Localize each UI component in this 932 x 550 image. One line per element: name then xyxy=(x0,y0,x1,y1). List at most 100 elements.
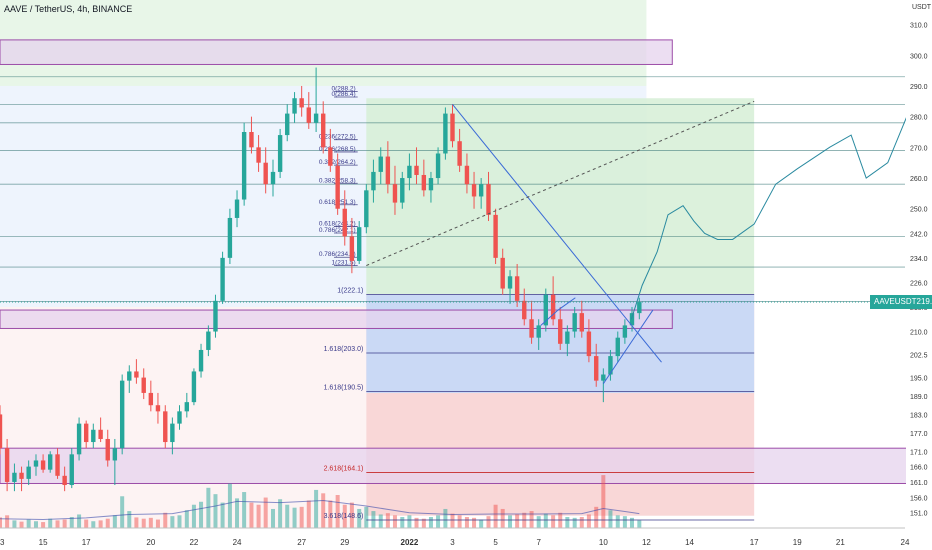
volume-bar xyxy=(91,521,96,528)
volume-bar xyxy=(314,489,319,528)
candle-down xyxy=(249,132,254,148)
volume-bar xyxy=(12,520,17,528)
candle-down xyxy=(349,236,355,261)
x-tick-label: 21 xyxy=(836,538,845,547)
candle-up xyxy=(622,325,628,338)
y-tick-label: 183.0 xyxy=(910,412,928,419)
fib-left-label: 0.786(234.2) xyxy=(319,251,356,258)
volume-bar xyxy=(321,493,326,528)
volume-bar xyxy=(500,508,505,528)
candle-up xyxy=(637,302,642,314)
volume-bar xyxy=(565,517,570,528)
candle-up xyxy=(69,454,74,486)
candle-down xyxy=(514,276,520,301)
candle-up xyxy=(12,472,17,482)
volume-bar xyxy=(278,499,283,528)
volume-bar xyxy=(349,502,354,528)
candle-up xyxy=(270,171,276,185)
volume-ma-line xyxy=(0,499,640,521)
y-tick-label: 210.0 xyxy=(910,330,928,337)
fib-left-label: 0.236(272.5) xyxy=(319,134,356,141)
volume-bar xyxy=(299,506,304,528)
x-tick-label: 24 xyxy=(233,538,242,547)
candle-down xyxy=(550,294,556,320)
volume-bar xyxy=(112,515,117,528)
volume-bar xyxy=(392,515,397,528)
volume-bar xyxy=(163,512,168,528)
candle-down xyxy=(299,98,304,108)
fib-left-label: 1(231.5) xyxy=(331,260,355,267)
volume-bar xyxy=(335,495,340,528)
volume-bar xyxy=(508,515,513,528)
volume-bar xyxy=(515,514,520,528)
candle-up xyxy=(112,448,118,461)
y-tick-label: 310.0 xyxy=(910,23,928,30)
volume-bar xyxy=(486,516,491,528)
candle-up xyxy=(536,325,541,338)
candle-up xyxy=(400,178,405,203)
volume-bar xyxy=(629,517,634,528)
volume-bar xyxy=(342,504,347,528)
candle-down xyxy=(306,107,311,123)
candle-down xyxy=(464,165,470,185)
volume-bar xyxy=(622,516,627,528)
volume-bar xyxy=(407,515,412,528)
volume-bar xyxy=(134,517,139,528)
x-tick-label: 22 xyxy=(189,538,198,547)
x-tick-label: 3 xyxy=(450,538,455,547)
volume-bar xyxy=(249,502,254,528)
volume-bar xyxy=(69,517,74,528)
last-price-tag: AAVEUSDT 219.6 xyxy=(870,295,932,310)
last-price-symbol: AAVEUSDT xyxy=(874,297,917,307)
volume-bar xyxy=(457,515,462,528)
y-tick-label: 234.0 xyxy=(910,256,928,263)
volume-bar xyxy=(33,521,38,528)
y-tick-label: 300.0 xyxy=(910,53,928,60)
x-tick-label: 7 xyxy=(536,538,541,547)
candle-up xyxy=(241,132,247,200)
candle-up xyxy=(478,184,484,197)
candle-up xyxy=(234,199,240,218)
volume-bar xyxy=(428,517,433,528)
volume-bar xyxy=(601,475,606,528)
volume-bar xyxy=(271,508,276,528)
volume-bar xyxy=(385,513,390,528)
candle-up xyxy=(213,300,218,332)
candle-up xyxy=(184,402,190,412)
y-tick-label: 290.0 xyxy=(910,84,928,91)
candle-down xyxy=(148,392,154,406)
candle-up xyxy=(313,113,319,123)
candle-down xyxy=(579,313,584,332)
candle-up xyxy=(371,171,376,191)
candle-up xyxy=(177,411,182,424)
volume-bar xyxy=(48,518,53,528)
candle-down xyxy=(471,184,477,197)
volume-bar xyxy=(637,520,642,528)
fib-right-label: 1.618(203.0) xyxy=(324,346,364,353)
axis-unit: USDT xyxy=(912,4,932,11)
candle-up xyxy=(206,331,211,350)
x-tick-label: 15 xyxy=(39,538,48,547)
support-arc xyxy=(540,297,576,326)
y-tick-label: 161.0 xyxy=(910,480,928,487)
volume-bar xyxy=(220,502,225,528)
y-tick-label: 270.0 xyxy=(910,145,928,152)
fib-left-label: 0.236(268.5) xyxy=(319,146,356,153)
x-tick-label: 17 xyxy=(750,538,759,547)
y-tick-label: 156.0 xyxy=(910,495,928,502)
candle-down xyxy=(0,414,3,449)
y-tick-label: 250.0 xyxy=(910,207,928,214)
volume-bar xyxy=(55,520,60,528)
candle-up xyxy=(543,294,549,326)
y-tick-label: 195.0 xyxy=(910,376,928,383)
candle-up xyxy=(572,313,577,332)
candle-up xyxy=(378,156,383,172)
candle-down xyxy=(328,147,333,166)
x-tick-label: 19 xyxy=(793,538,802,547)
x-tick-label: 20 xyxy=(146,538,155,547)
candle-up xyxy=(601,374,606,381)
volume-bar xyxy=(529,511,534,528)
candle-down xyxy=(392,184,398,203)
